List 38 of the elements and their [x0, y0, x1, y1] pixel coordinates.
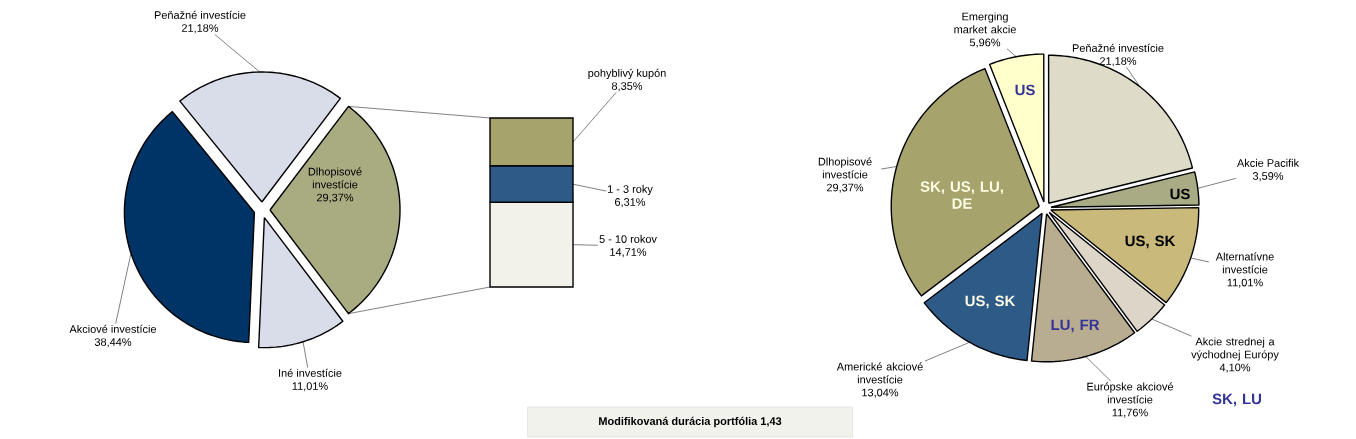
slice-label: Americké akciové investície: [836, 362, 923, 384]
data-label: 21,18%: [181, 24, 219, 34]
text: US, SK: [965, 295, 1016, 309]
slice-label: Alternatívne investície: [1215, 252, 1274, 274]
text: Modifikovaná durácia portfólia 1,43: [599, 416, 782, 428]
data-label: 21,18%: [1099, 57, 1137, 67]
text: 1 - 3 roky: [608, 184, 653, 196]
slice-label: Dlhopisové investície: [308, 167, 362, 189]
slice-label: Európske akciové investície: [1087, 382, 1174, 404]
data-label: 11,01%: [292, 382, 328, 392]
data-label: 38,44%: [94, 338, 132, 348]
slice-label: Peňažné investície: [154, 10, 246, 19]
data-label: 11,76%: [1112, 408, 1148, 418]
text: pohyblivý kupón: [588, 68, 666, 80]
slice-label: Peňažné investície: [1072, 43, 1164, 52]
data-label: 6,31%: [615, 198, 646, 208]
data-label: 14,71%: [610, 248, 647, 258]
data-label: 13,04%: [862, 388, 899, 398]
text: US, SK: [1125, 235, 1176, 249]
data-label: 3,59%: [1252, 172, 1284, 182]
data-label: 29,37%: [826, 183, 864, 193]
text: 5 - 10 rokov: [599, 234, 657, 243]
data-label: 5,96%: [969, 38, 1001, 48]
text: LU, FR: [1051, 319, 1100, 333]
slice-label: Dlhopisové investície: [818, 157, 872, 179]
data-label: 8,35%: [611, 82, 643, 92]
slice-label: Emerging market akcie: [954, 12, 1016, 34]
slice-label: Akcie Pacifik: [1236, 158, 1300, 167]
slice-label: Akciové investície: [69, 324, 157, 333]
data-label: 4,10%: [1219, 363, 1251, 373]
data-label: 11,01%: [1227, 278, 1263, 288]
data-label: 29,37%: [316, 193, 354, 203]
text: US: [1170, 188, 1190, 200]
text: SK, US, LU, DE: [920, 181, 1003, 209]
slice-label: Akcie strednej a východnej Európy: [1191, 337, 1279, 361]
text: US: [1015, 84, 1035, 96]
text: SK, LU: [1212, 393, 1261, 407]
slice-label: Iné investície: [279, 368, 342, 377]
